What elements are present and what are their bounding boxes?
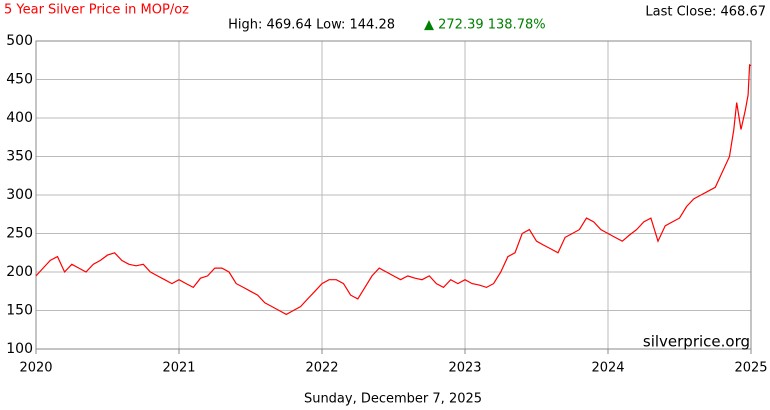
x-tick-label: 2023: [448, 361, 481, 376]
x-tick-label: 2025: [734, 361, 767, 376]
y-tick-label: 500: [6, 33, 33, 49]
chart-title: 5 Year Silver Price in MOP/oz: [4, 3, 189, 18]
plot-border: [35, 40, 752, 350]
x-tick-label: 2024: [591, 361, 624, 376]
stats: High: 469.64 Low: 144.28: [228, 18, 395, 33]
x-tick-label: 2022: [305, 361, 338, 376]
y-tick-label: 150: [6, 303, 33, 319]
y-tick-label: 200: [6, 264, 33, 280]
watermark: silverprice.org: [643, 333, 750, 351]
y-tick-label: 100: [6, 341, 33, 357]
y-tick-label: 350: [6, 149, 33, 165]
date: Sunday, December 7, 2025: [304, 392, 482, 407]
y-tick-label: 250: [6, 226, 33, 242]
y-tick-label: 450: [6, 72, 33, 88]
change: ▲ 272.39 138.78%: [424, 18, 546, 33]
y-tick-label: 300: [6, 187, 33, 203]
price-line: [35, 63, 752, 316]
x-tick-label: 2021: [162, 361, 195, 376]
x-tick-label: 2020: [19, 361, 52, 376]
last-close: Last Close: 468.67: [645, 5, 766, 20]
plot-area: 100 150 200 250 300 350 400 450 500 2020 2021 2022 2…: [6, 33, 767, 376]
y-tick-label: 400: [6, 110, 33, 126]
